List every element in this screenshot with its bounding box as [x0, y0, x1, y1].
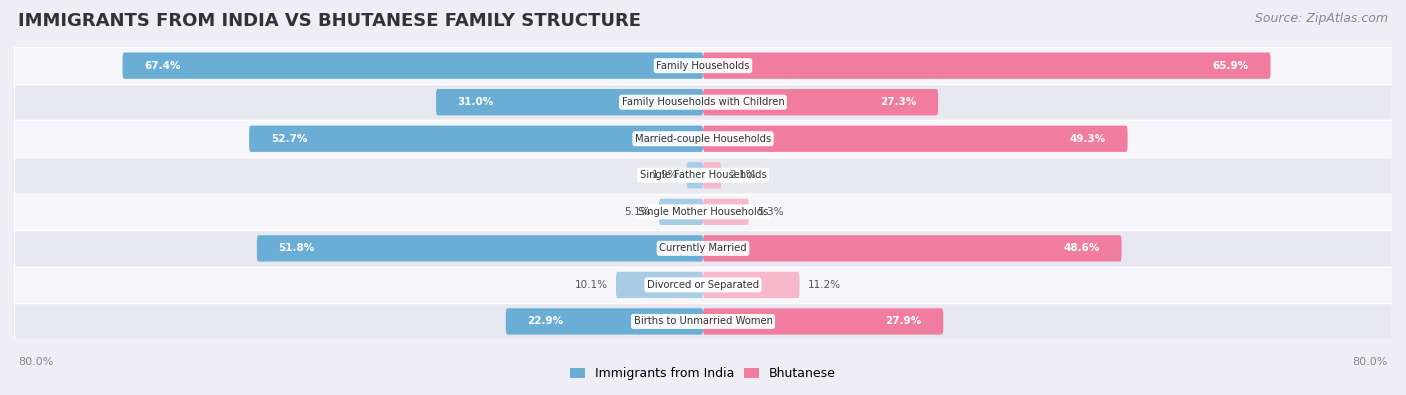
Text: 27.3%: 27.3%	[880, 97, 917, 107]
Text: Family Households: Family Households	[657, 61, 749, 71]
FancyBboxPatch shape	[703, 53, 1271, 79]
Text: 5.3%: 5.3%	[758, 207, 783, 217]
Text: Family Households with Children: Family Households with Children	[621, 97, 785, 107]
FancyBboxPatch shape	[249, 126, 703, 152]
Text: Source: ZipAtlas.com: Source: ZipAtlas.com	[1254, 12, 1388, 25]
Text: Births to Unmarried Women: Births to Unmarried Women	[634, 316, 772, 326]
Text: Single Father Households: Single Father Households	[640, 170, 766, 180]
FancyBboxPatch shape	[616, 272, 703, 298]
Text: 31.0%: 31.0%	[457, 97, 494, 107]
FancyBboxPatch shape	[703, 272, 800, 298]
Text: 11.2%: 11.2%	[808, 280, 841, 290]
Bar	[14, 267, 1392, 303]
FancyBboxPatch shape	[703, 126, 1128, 152]
Text: 10.1%: 10.1%	[575, 280, 607, 290]
Bar	[14, 47, 1392, 84]
Text: 65.9%: 65.9%	[1213, 61, 1249, 71]
Bar	[14, 230, 1392, 267]
FancyBboxPatch shape	[703, 89, 938, 115]
Text: 2.1%: 2.1%	[730, 170, 756, 180]
Text: 48.6%: 48.6%	[1063, 243, 1099, 253]
FancyBboxPatch shape	[257, 235, 703, 261]
Text: Currently Married: Currently Married	[659, 243, 747, 253]
Bar	[14, 84, 1392, 120]
Text: Married-couple Households: Married-couple Households	[636, 134, 770, 144]
Text: 1.9%: 1.9%	[651, 170, 678, 180]
Bar	[14, 194, 1392, 230]
Text: 80.0%: 80.0%	[18, 357, 53, 367]
Text: Single Mother Households: Single Mother Households	[638, 207, 768, 217]
Legend: Immigrants from India, Bhutanese: Immigrants from India, Bhutanese	[569, 367, 837, 380]
Text: 49.3%: 49.3%	[1070, 134, 1107, 144]
FancyBboxPatch shape	[703, 235, 1122, 261]
Text: 22.9%: 22.9%	[527, 316, 564, 326]
Text: 5.1%: 5.1%	[624, 207, 651, 217]
FancyBboxPatch shape	[659, 199, 703, 225]
Text: Divorced or Separated: Divorced or Separated	[647, 280, 759, 290]
Bar	[14, 120, 1392, 157]
Text: 27.9%: 27.9%	[886, 316, 922, 326]
FancyBboxPatch shape	[686, 162, 703, 188]
Bar	[14, 303, 1392, 340]
FancyBboxPatch shape	[436, 89, 703, 115]
Text: IMMIGRANTS FROM INDIA VS BHUTANESE FAMILY STRUCTURE: IMMIGRANTS FROM INDIA VS BHUTANESE FAMIL…	[18, 12, 641, 30]
Text: 80.0%: 80.0%	[1353, 357, 1388, 367]
FancyBboxPatch shape	[506, 308, 703, 335]
Text: 51.8%: 51.8%	[278, 243, 315, 253]
Bar	[14, 157, 1392, 194]
Text: 52.7%: 52.7%	[271, 134, 307, 144]
Text: 67.4%: 67.4%	[143, 61, 180, 71]
FancyBboxPatch shape	[703, 162, 721, 188]
FancyBboxPatch shape	[703, 199, 748, 225]
FancyBboxPatch shape	[703, 308, 943, 335]
FancyBboxPatch shape	[122, 53, 703, 79]
